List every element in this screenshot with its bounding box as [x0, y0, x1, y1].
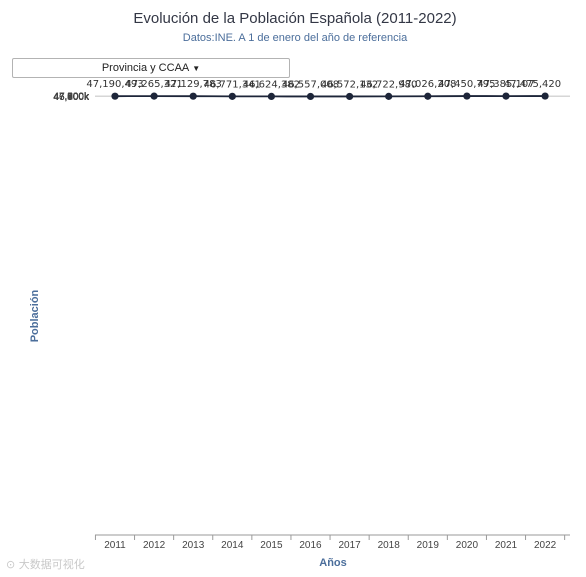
y-tick-label: 46,800k: [53, 92, 90, 103]
data-label: 47,026,208: [399, 79, 456, 90]
data-point: [189, 92, 197, 100]
y-tick-label: 46,900k: [53, 92, 90, 103]
data-markers: [111, 92, 549, 101]
x-tick-label: 2018: [378, 540, 401, 551]
chart-subtitle: Datos:INE. A 1 de enero del año de refer…: [182, 32, 408, 44]
data-label: 46,572,132: [321, 79, 378, 90]
province-ccaa-dropdown[interactable]: Provincia y CCAA ▼: [12, 58, 290, 78]
data-label: 47,265,321: [125, 79, 182, 90]
x-axis: 2011 2012 2013 2014 2015 2016 2017 2018 2019 2020…: [94, 534, 570, 551]
y-tick-label: 47,000k: [53, 92, 90, 103]
data-point: [502, 92, 510, 100]
data-label: 47,450,795: [438, 79, 495, 90]
data-point: [150, 92, 158, 100]
x-tick-label: 2014: [221, 540, 244, 551]
data-point: [385, 92, 393, 100]
y-tick-label: 47,100k: [53, 92, 90, 103]
data-point: [463, 92, 471, 100]
data-point: [306, 92, 315, 101]
y-tick-label: 46,700k: [53, 92, 90, 103]
data-label: 47,475,420: [504, 79, 561, 90]
x-tick-label: 2021: [495, 540, 518, 551]
x-tick-label: 2013: [182, 540, 205, 551]
data-label: 47,385,107: [477, 79, 534, 90]
y-tick-label: 47,500k: [53, 92, 90, 103]
x-tick-label: 2016: [299, 540, 322, 551]
x-axis-title: Años: [319, 557, 347, 569]
data-label: 47,129,783: [165, 79, 222, 90]
data-point: [228, 92, 236, 100]
x-tick-label: 2017: [338, 540, 361, 551]
y-axis-title: Población: [29, 289, 41, 342]
data-label: 47,190,493: [86, 79, 143, 90]
data-point: [346, 92, 354, 101]
data-label: 46,624,382: [243, 79, 300, 90]
data-label: 46,722,980: [360, 79, 417, 90]
data-label: 46,557,008: [282, 79, 339, 90]
data-label: 46,771,341: [204, 79, 261, 90]
data-labels: 47,190,49347,265,32147,129,78346,771,341…: [86, 79, 561, 90]
dropdown-label: Provincia y CCAA: [101, 62, 190, 74]
data-point: [541, 92, 549, 100]
x-tick-label: 2022: [534, 540, 557, 551]
y-tick-label: 47,600k: [53, 92, 90, 103]
x-tick-label: 2019: [417, 540, 440, 551]
y-tick-label: 46,600k: [53, 92, 90, 103]
watermark-logo: ⊙ 大数据可视化: [6, 558, 85, 571]
x-tick-label: 2011: [104, 540, 126, 551]
x-tick-label: 2015: [260, 540, 283, 551]
y-tick-label: 47,400k: [53, 92, 90, 103]
y-tick-label: 47,300k: [53, 92, 90, 103]
data-point: [424, 92, 432, 100]
data-point: [267, 92, 275, 101]
caret-down-icon: ▼: [192, 63, 201, 73]
y-tick-labels: 46,600k46,700k46,800k46,900k47,000k47,10…: [53, 92, 90, 103]
x-tick-label: 2020: [456, 540, 479, 551]
chart-title: Evolución de la Población Española (2011…: [133, 10, 457, 27]
data-point: [111, 92, 119, 100]
y-tick-label: 47,200k: [53, 92, 90, 103]
x-tick-label: 2012: [143, 540, 166, 551]
